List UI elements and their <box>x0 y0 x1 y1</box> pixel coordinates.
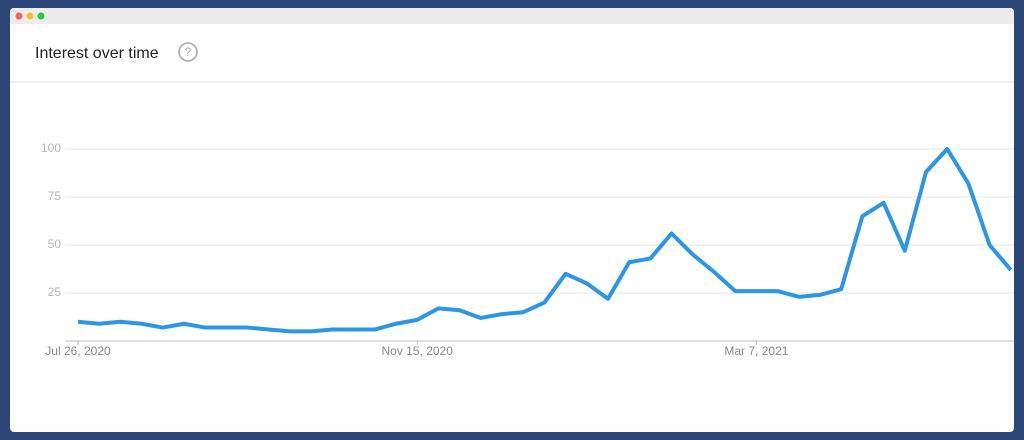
x-tick-label: Mar 7, 2021 <box>724 344 788 358</box>
x-tick-label: Nov 15, 2020 <box>382 344 454 358</box>
y-tick-label: 50 <box>48 237 62 251</box>
x-tick-label: Jul 26, 2020 <box>45 344 111 358</box>
svg-text:?: ? <box>185 45 192 59</box>
y-tick-label: 75 <box>48 189 62 203</box>
help-icon[interactable]: ? <box>178 42 198 62</box>
y-tick-label: 25 <box>48 285 62 299</box>
chart: Interest over time ? 25 50 75 100 Jul 26, 20… <box>10 12 1014 358</box>
minimize-button[interactable] <box>26 12 34 20</box>
title-bar <box>10 8 1014 24</box>
close-button[interactable] <box>15 12 23 20</box>
chart-title: Interest over time <box>35 45 159 62</box>
window: Interest over time ? 25 50 75 100 Jul 26, 20… <box>10 8 1014 432</box>
line-series <box>77 147 1013 334</box>
maximize-button[interactable] <box>37 12 45 20</box>
y-tick-label: 100 <box>41 141 61 155</box>
